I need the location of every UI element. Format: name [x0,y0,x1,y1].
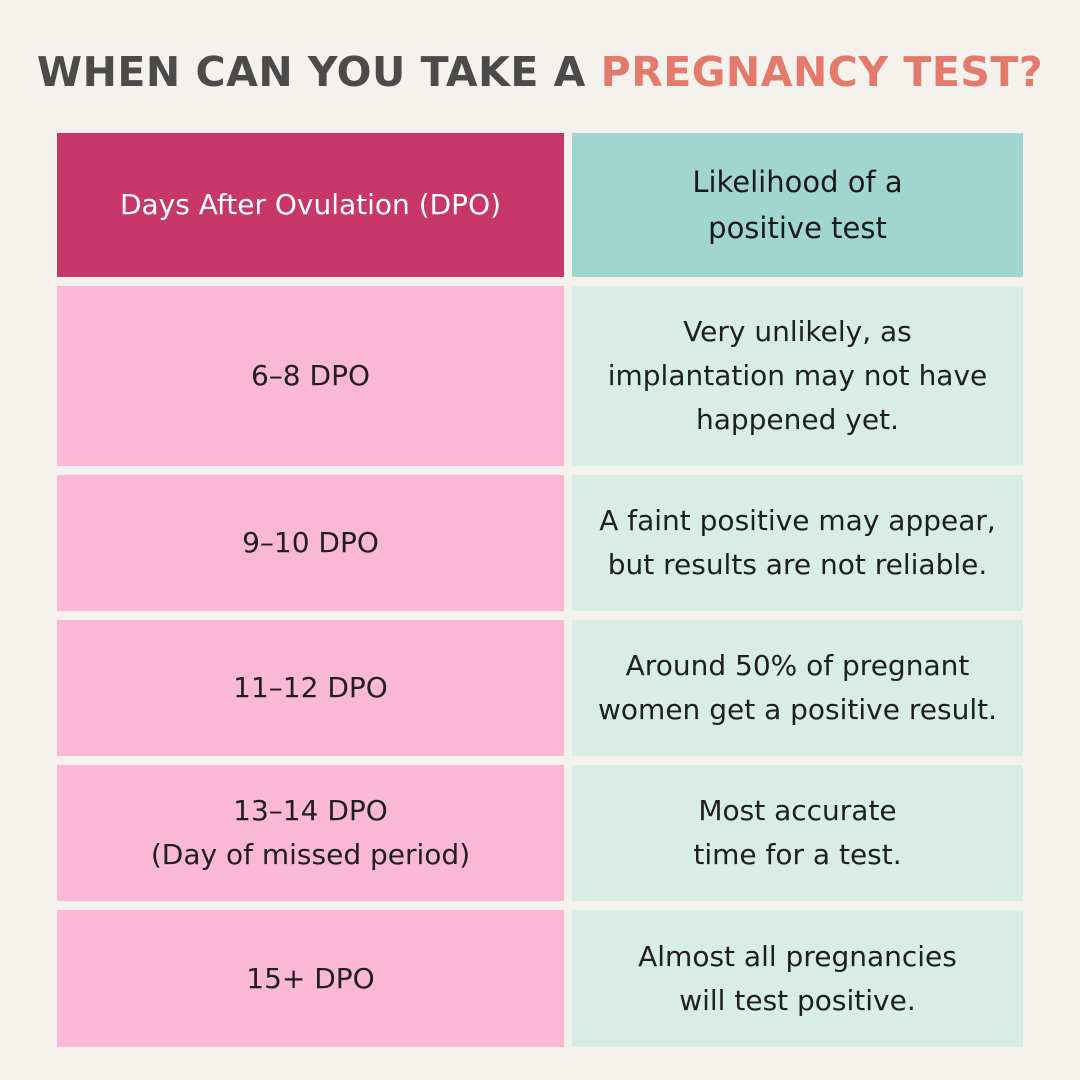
header-likelihood-line: positive test [708,211,887,245]
likelihood-line: women get a positive result. [598,693,997,726]
header-dpo: Days After Ovulation (DPO) [57,133,564,277]
dpo-label: 11–12 DPO [233,671,388,704]
table-row-dpo: 13–14 DPO (Day of missed period) [57,765,564,901]
dpo-label: 9–10 DPO [242,526,379,559]
table-row-likelihood: Around 50% of pregnant women get a posit… [572,620,1023,756]
title-part-accent: PREGNANCY TEST? [600,48,1044,96]
table-row-likelihood: Most accurate time for a test. [572,765,1023,901]
title-part-main: WHEN CAN YOU TAKE A [36,48,601,96]
likelihood-line: but results are not reliable. [607,548,988,581]
table-row-dpo: 11–12 DPO [57,620,564,756]
header-likelihood-line: Likelihood of a [692,165,903,199]
header-dpo-label: Days After Ovulation (DPO) [119,188,502,221]
dpo-label: 15+ DPO [246,961,375,995]
dpo-sublabel: (Day of missed period) [150,838,471,871]
dpo-label: 6–8 DPO [250,359,370,392]
likelihood-line: Around 50% of pregnant [625,649,970,682]
table-row-likelihood: Almost all pregnancies will test positiv… [572,910,1023,1047]
table-row-dpo: 9–10 DPO [57,475,564,611]
table-row-likelihood: Very unlikely, as implantation may not h… [572,286,1023,466]
likelihood-line: Most accurate [698,794,897,827]
table-row-dpo: 15+ DPO [57,910,564,1047]
likelihood-line: Almost all pregnancies [638,939,957,973]
likelihood-line: A faint positive may appear, [599,504,996,537]
dpo-label: 13–14 DPO [233,794,388,827]
table-row-dpo: 6–8 DPO [57,286,564,466]
table-row-likelihood: A faint positive may appear, but results… [572,475,1023,611]
likelihood-line: implantation may not have [607,359,988,392]
page-title: WHEN CAN YOU TAKE A PREGNANCY TEST? [0,42,1080,102]
likelihood-line: will test positive. [679,983,916,1017]
header-likelihood: Likelihood of a positive test [572,133,1023,277]
likelihood-line: time for a test. [693,838,902,871]
likelihood-line: Very unlikely, as [683,315,912,348]
likelihood-line: happened yet. [695,403,899,436]
